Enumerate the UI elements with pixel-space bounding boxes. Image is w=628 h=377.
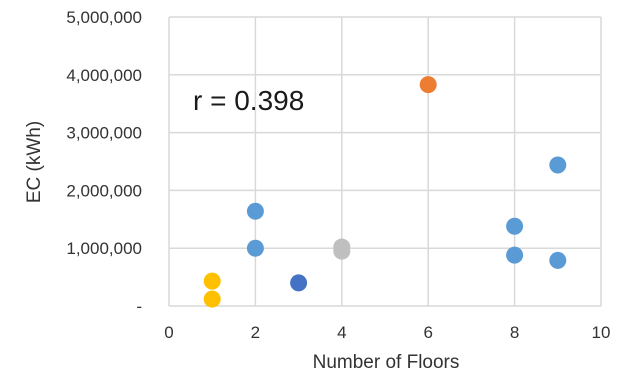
data-point-6: [333, 242, 351, 260]
data-point-1: [203, 290, 221, 308]
x-tick-label-1: 2: [251, 323, 260, 342]
y-tick-label-4: 4,000,000: [66, 66, 142, 85]
x-tick-label-3: 6: [423, 323, 432, 342]
data-point-0: [203, 272, 221, 290]
correlation-annotation: r = 0.398: [193, 85, 304, 116]
x-tick-label-5: 10: [592, 323, 611, 342]
y-tick-label-2: 2,000,000: [66, 181, 142, 200]
y-axis-title: EC (kWh): [24, 121, 45, 203]
y-tick-label-1: 1,000,000: [66, 239, 142, 258]
y-tick-label-5: 5,000,000: [66, 8, 142, 27]
y-axis-ticks: - 1,000,000 2,000,000 3,000,000 4,000,000 5,0…: [66, 8, 142, 316]
x-tick-label-0: 0: [164, 323, 173, 342]
y-tick-label-0: -: [136, 297, 142, 316]
x-axis-ticks: 0 2 4 6 8 10: [164, 323, 610, 342]
data-point-3: [246, 239, 264, 257]
data-point-9: [506, 246, 524, 264]
x-axis-title: Number of Floors: [313, 352, 460, 373]
data-point-8: [506, 217, 524, 235]
data-point-11: [549, 251, 567, 269]
x-tick-label-4: 8: [510, 323, 519, 342]
x-tick-label-2: 4: [337, 323, 346, 342]
y-tick-label-3: 3,000,000: [66, 124, 142, 143]
gridlines: [168, 16, 602, 307]
data-point-10: [549, 156, 567, 174]
data-point-4: [290, 274, 308, 292]
data-points: [203, 76, 567, 308]
data-point-2: [246, 202, 264, 220]
data-point-7: [419, 76, 437, 94]
